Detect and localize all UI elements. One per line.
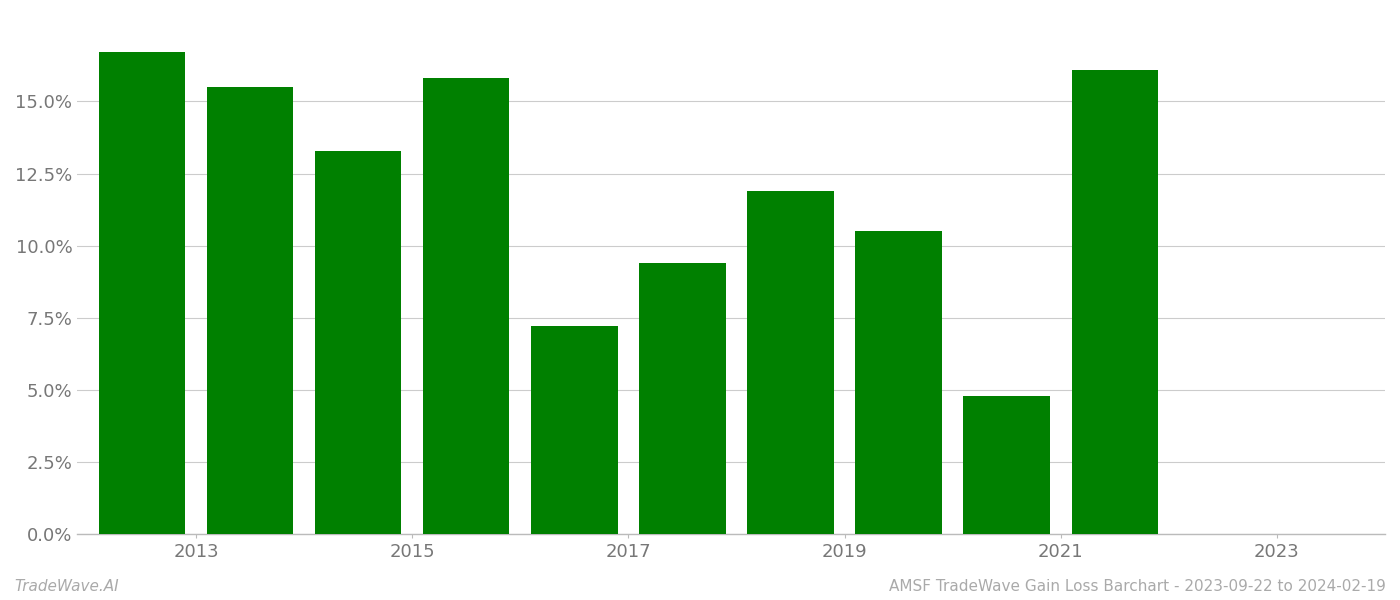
Bar: [423, 79, 510, 534]
Bar: [748, 191, 834, 534]
Bar: [1071, 70, 1158, 534]
Bar: [963, 395, 1050, 534]
Text: AMSF TradeWave Gain Loss Barchart - 2023-09-22 to 2024-02-19: AMSF TradeWave Gain Loss Barchart - 2023…: [889, 579, 1386, 594]
Text: TradeWave.AI: TradeWave.AI: [14, 579, 119, 594]
Bar: [99, 52, 185, 534]
Bar: [207, 87, 293, 534]
Bar: [855, 231, 942, 534]
Bar: [531, 326, 617, 534]
Bar: [315, 151, 402, 534]
Bar: [640, 263, 725, 534]
